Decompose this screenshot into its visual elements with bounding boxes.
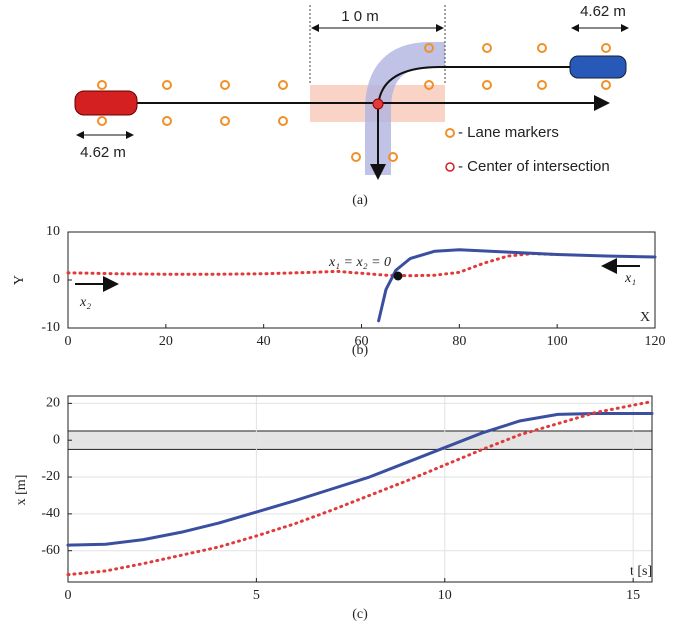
x-tick-label: 5 — [253, 588, 260, 603]
x-tick-label: 80 — [452, 334, 466, 349]
y-tick-label: -10 — [41, 320, 60, 335]
axes-box — [67, 231, 656, 329]
width-label: 1 0 m — [341, 8, 379, 25]
x-tick-label: 100 — [547, 334, 568, 349]
y-label: x [m] — [14, 475, 29, 506]
series-line — [66, 411, 654, 547]
x-tick-label: 0 — [65, 588, 72, 603]
red-car — [74, 90, 138, 116]
axes-box — [67, 395, 653, 583]
y-tick-label: -40 — [41, 506, 60, 521]
center — [372, 98, 384, 110]
x-tick-label: 60 — [355, 334, 369, 349]
annotation: x₁ — [624, 271, 636, 286]
caption: (c) — [352, 607, 368, 622]
x-tick-label: 40 — [257, 334, 271, 349]
x-tick-label: 120 — [645, 334, 666, 349]
x-tick-label: 0 — [65, 334, 72, 349]
y-tick-label: -20 — [41, 469, 60, 484]
lane-markers — [97, 43, 611, 162]
caption: (b) — [352, 343, 369, 358]
y-tick-label: 0 — [53, 272, 60, 287]
legend-text: - Lane markers — [458, 124, 559, 141]
y-label: Y — [12, 275, 27, 285]
blue-car — [569, 55, 627, 79]
x-tick-label: 10 — [438, 588, 452, 603]
caption: (a) — [352, 193, 368, 208]
annotation: x₁ = x₂ = 0 — [328, 255, 391, 270]
car-length: 4.62 m — [580, 3, 626, 20]
x-label: X — [640, 310, 650, 325]
series-line — [66, 252, 559, 278]
center-icon — [445, 162, 455, 172]
x-tick-label: 15 — [626, 588, 640, 603]
panel-a: 1 0 m 4.62 m 4.62 m - Lane markers - Cen… — [74, 3, 629, 208]
meeting-point — [393, 271, 403, 281]
annotation: x₂ — [79, 295, 91, 310]
y-tick-label: 10 — [46, 224, 60, 239]
series-line — [66, 400, 654, 577]
y-tick-label: 0 — [53, 432, 60, 447]
series-line — [377, 248, 657, 323]
y-tick-label: 20 — [46, 396, 60, 411]
legend-text: - Center of intersection — [458, 158, 610, 175]
x-tick-label: 20 — [159, 334, 173, 349]
y-tick-label: -60 — [41, 543, 60, 558]
x-label: t [s] — [630, 564, 652, 579]
car-length: 4.62 m — [80, 144, 126, 161]
